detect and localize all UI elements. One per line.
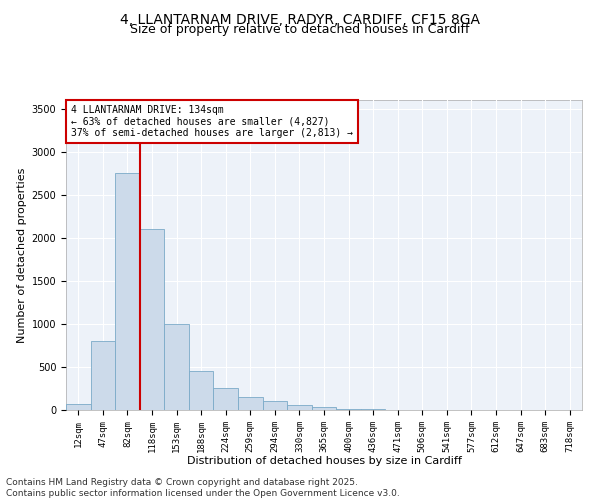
Y-axis label: Number of detached properties: Number of detached properties xyxy=(17,168,28,342)
Text: 4, LLANTARNAM DRIVE, RADYR, CARDIFF, CF15 8GA: 4, LLANTARNAM DRIVE, RADYR, CARDIFF, CF1… xyxy=(120,12,480,26)
X-axis label: Distribution of detached houses by size in Cardiff: Distribution of detached houses by size … xyxy=(187,456,461,466)
Bar xyxy=(189,371,214,410)
Bar xyxy=(66,404,91,410)
Bar xyxy=(287,406,312,410)
Bar xyxy=(312,408,336,410)
Bar xyxy=(214,388,238,410)
Bar xyxy=(91,341,115,410)
Text: 4 LLANTARNAM DRIVE: 134sqm
← 63% of detached houses are smaller (4,827)
37% of s: 4 LLANTARNAM DRIVE: 134sqm ← 63% of deta… xyxy=(71,104,353,138)
Bar xyxy=(164,324,189,410)
Text: Size of property relative to detached houses in Cardiff: Size of property relative to detached ho… xyxy=(130,22,470,36)
Bar xyxy=(140,229,164,410)
Bar xyxy=(263,402,287,410)
Bar xyxy=(115,173,140,410)
Bar xyxy=(336,408,361,410)
Text: Contains HM Land Registry data © Crown copyright and database right 2025.
Contai: Contains HM Land Registry data © Crown c… xyxy=(6,478,400,498)
Bar xyxy=(238,396,263,410)
